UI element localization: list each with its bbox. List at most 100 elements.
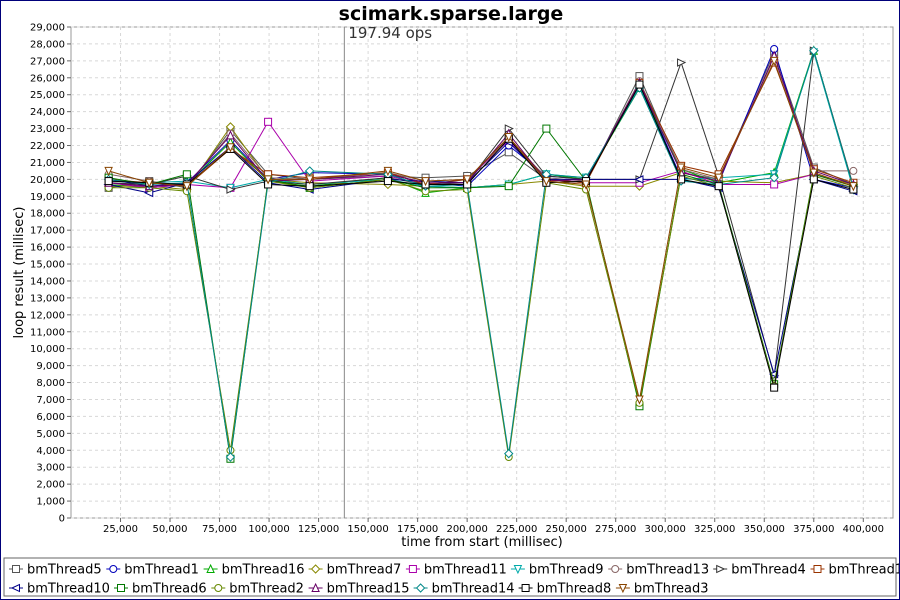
data-point xyxy=(226,185,236,194)
y-tick-label: 16,000 xyxy=(30,243,65,254)
chart-title: scimark.sparse.large xyxy=(339,3,564,25)
data-point xyxy=(182,170,191,179)
series-bmThread3 xyxy=(104,56,858,405)
x-tick-label: 150,000 xyxy=(347,524,388,535)
legend-label: bmThread12 xyxy=(829,563,900,578)
legend-marker xyxy=(611,565,620,573)
data-point xyxy=(809,45,819,56)
x-axis-ticks: 25,000 50,000 75,000 100,000 125,000 150,000 1… xyxy=(103,518,884,535)
y-tick-label: 22,000 xyxy=(30,141,65,152)
legend-item: bmThread11 xyxy=(405,563,507,578)
data-point xyxy=(542,177,551,187)
series-line xyxy=(108,59,854,400)
legend-label: bmThread5 xyxy=(27,563,102,578)
legend-marker xyxy=(618,584,628,594)
data-point xyxy=(225,452,236,462)
data-point xyxy=(182,182,192,192)
data-point xyxy=(542,124,551,133)
legend-marker xyxy=(12,565,20,573)
legend-marker xyxy=(513,565,523,575)
y-tick-label: 27,000 xyxy=(30,56,65,67)
data-point xyxy=(849,182,858,192)
data-point xyxy=(226,143,235,153)
legend-marker xyxy=(415,583,426,593)
y-tick-label: 25,000 xyxy=(30,90,65,101)
x-tick-label: 350,000 xyxy=(744,524,785,535)
legend-label: bmThread8 xyxy=(537,582,612,597)
data-point xyxy=(104,177,113,186)
legend-item: bmThread3 xyxy=(615,582,709,597)
legend-label: bmThread2 xyxy=(229,582,304,597)
data-point xyxy=(635,80,644,89)
data-point xyxy=(104,166,113,177)
legend-label: bmThread16 xyxy=(222,563,305,578)
data-point xyxy=(144,178,154,188)
y-tick-label: 7,000 xyxy=(36,395,65,406)
legend-marker xyxy=(408,565,417,573)
legend-item: bmThread4 xyxy=(713,563,806,578)
data-point xyxy=(264,117,273,126)
plot-area xyxy=(70,26,894,519)
legend-label: bmThread9 xyxy=(529,563,604,578)
y-tick-label: 8,000 xyxy=(36,378,65,389)
legend-label: bmThread14 xyxy=(432,582,515,597)
legend-item: bmThread1 xyxy=(106,563,199,578)
y-tick-label: 29,000 xyxy=(30,23,65,34)
x-tick-label: 225,000 xyxy=(496,524,537,535)
x-tick-label: 75,000 xyxy=(202,524,237,535)
legend-label: bmThread13 xyxy=(626,563,709,578)
legend-label: bmThread10 xyxy=(27,582,110,597)
grid-lines xyxy=(71,26,893,519)
y-tick-label: 12,000 xyxy=(30,310,65,321)
data-point xyxy=(676,163,686,173)
legend-label: bmThread3 xyxy=(634,582,709,597)
legend-marker xyxy=(117,584,125,592)
y-tick-label: 0 xyxy=(59,514,65,525)
y-tick-label: 4,000 xyxy=(36,446,65,457)
legend-item: bmThread7 xyxy=(308,563,401,578)
y-tick-label: 14,000 xyxy=(30,276,65,287)
data-point xyxy=(462,175,472,185)
legend-item: bmThread9 xyxy=(510,563,604,578)
legend-item: bmThread14 xyxy=(413,582,515,597)
series-lines xyxy=(103,45,859,463)
data-point xyxy=(383,177,392,186)
y-tick-label: 1,000 xyxy=(36,497,65,508)
y-tick-label: 18,000 xyxy=(30,209,65,220)
x-tick-label: 25,000 xyxy=(103,524,138,535)
legend-marker xyxy=(109,565,118,573)
series-line xyxy=(108,50,854,190)
legend-marker xyxy=(310,564,321,574)
legend-items: bmThread5 bmThread1 bmThread16 bmThread7 bmT… xyxy=(9,563,899,597)
x-tick-label: 375,000 xyxy=(793,524,834,535)
data-point xyxy=(769,172,779,183)
y-tick-label: 6,000 xyxy=(36,412,65,423)
x-axis-title: time from start (millisec) xyxy=(401,535,562,550)
y-tick-label: 13,000 xyxy=(30,293,65,304)
legend-item: bmThread13 xyxy=(608,563,709,578)
series-line xyxy=(108,83,854,388)
data-point xyxy=(305,175,314,185)
legend-marker xyxy=(214,584,223,592)
y-tick-label: 23,000 xyxy=(30,124,65,135)
data-point xyxy=(383,166,393,177)
legend xyxy=(3,557,897,597)
y-tick-label: 28,000 xyxy=(30,39,65,50)
y-tick-label: 20,000 xyxy=(30,175,65,186)
x-tick-label: 100,000 xyxy=(248,524,289,535)
y-tick-label: 11,000 xyxy=(30,327,65,338)
y-tick-label: 26,000 xyxy=(30,73,65,84)
y-tick-label: 24,000 xyxy=(30,107,65,118)
data-point xyxy=(677,175,686,184)
legend-marker xyxy=(716,564,726,574)
annotation-label: 197.94 ops xyxy=(348,24,432,42)
legend-item: bmThread12 xyxy=(810,563,900,578)
legend-item: bmThread16 xyxy=(203,563,305,578)
legend-marker xyxy=(10,583,20,593)
x-tick-label: 300,000 xyxy=(645,524,686,535)
data-point xyxy=(769,56,779,67)
legend-item: bmThread2 xyxy=(211,582,304,597)
legend-marker xyxy=(521,584,530,592)
data-point xyxy=(304,166,315,176)
